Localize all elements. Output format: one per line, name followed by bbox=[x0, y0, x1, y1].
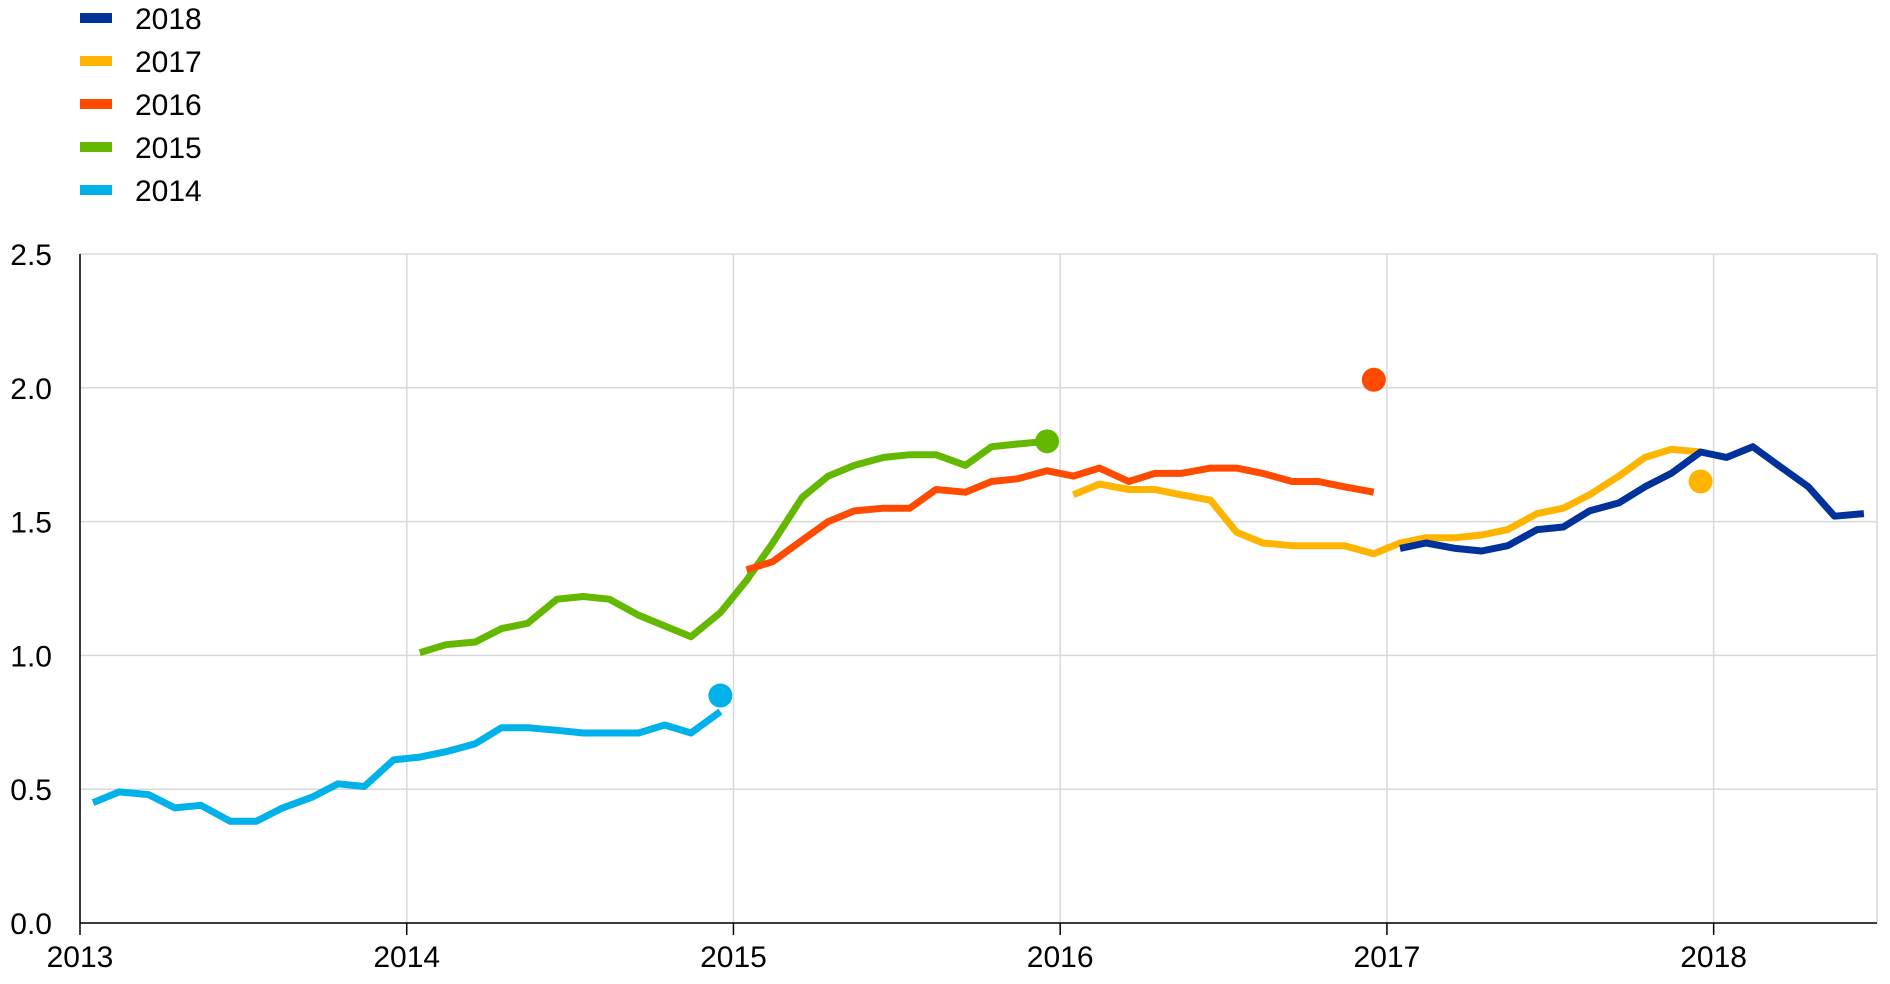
series-marker-2017 bbox=[1688, 469, 1713, 494]
y-tick-label: 2.5 bbox=[10, 239, 52, 272]
series-marker-2016 bbox=[1361, 367, 1386, 392]
grid-layer bbox=[79, 253, 1878, 924]
y-tick-label: 1.5 bbox=[10, 507, 52, 540]
legend-swatch-2018 bbox=[80, 13, 112, 23]
legend-swatch-2017 bbox=[80, 56, 112, 66]
series-marker-2014 bbox=[708, 683, 733, 708]
y-tick-label: 2.0 bbox=[10, 373, 52, 406]
y-tick-label: 0.0 bbox=[10, 908, 52, 941]
legend-swatch-2014 bbox=[80, 185, 112, 195]
series-line-2016 bbox=[745, 464, 1375, 574]
legend-swatch-2016 bbox=[80, 99, 112, 109]
x-tick-label: 2017 bbox=[1354, 941, 1421, 974]
y-tick-label: 0.5 bbox=[10, 774, 52, 807]
series-marker-2015 bbox=[1035, 429, 1060, 454]
y-tick-label: 1.0 bbox=[10, 640, 52, 673]
legend-label-2017: 2017 bbox=[135, 46, 202, 79]
legend: 2018 2017 2016 2015 2014 bbox=[80, 3, 202, 208]
axis-layer: 0.0 0.5 1.0 1.5 2.0 2.5 2013 2014 2015 2016 2017 20… bbox=[10, 239, 1877, 974]
x-tick-label: 2014 bbox=[373, 941, 440, 974]
series-line-2015 bbox=[418, 437, 1048, 657]
legend-label-2015: 2015 bbox=[135, 132, 202, 165]
legend-label-2014: 2014 bbox=[135, 175, 202, 208]
x-tick-label: 2016 bbox=[1027, 941, 1094, 974]
x-tick-label: 2015 bbox=[700, 941, 767, 974]
legend-swatch-2015 bbox=[80, 142, 112, 152]
x-tick-label: 2013 bbox=[47, 941, 114, 974]
series-layer bbox=[91, 367, 1865, 825]
legend-label-2018: 2018 bbox=[135, 3, 202, 36]
x-tick-label: 2018 bbox=[1680, 941, 1747, 974]
series-line-2018 bbox=[1399, 443, 1865, 555]
legend-label-2016: 2016 bbox=[135, 89, 202, 122]
series-line-2014 bbox=[91, 708, 723, 825]
series-line-2017 bbox=[1071, 445, 1701, 558]
